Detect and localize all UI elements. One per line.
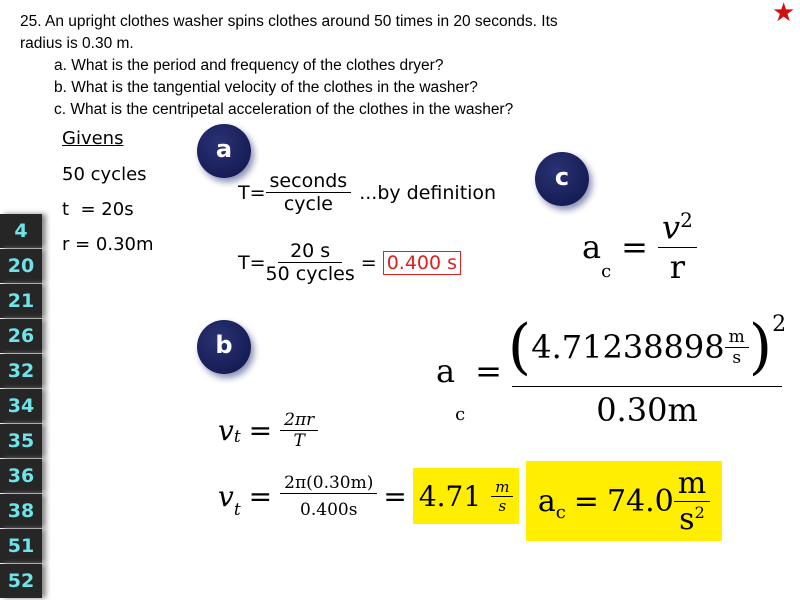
given-radius: r = 0.30m: [62, 234, 154, 255]
question-part-b: b. What is the tangential velocity of th…: [54, 79, 478, 96]
equals: =: [248, 414, 273, 447]
unit-denominator: s2: [679, 502, 705, 537]
equals: =: [573, 483, 599, 519]
numerator: 2π(0.30m): [280, 473, 378, 494]
nav-button-35[interactable]: 35: [0, 424, 42, 458]
equals: =: [383, 479, 407, 513]
sidebar-nav: 4 20 21 26 32 34 35 36 38 51 52: [0, 214, 42, 599]
paren-close: ): [748, 312, 773, 382]
nav-button-26[interactable]: 26: [0, 319, 42, 353]
nav-button-32[interactable]: 32: [0, 354, 42, 388]
badge-a: a: [197, 124, 251, 178]
fraction: 20 s 50 cycles: [266, 240, 355, 285]
fraction: 2π(0.30m) 0.400s: [280, 473, 378, 520]
denominator: T: [293, 431, 305, 451]
given-time: t = 20s: [62, 199, 134, 220]
denominator: 50 cycles: [265, 263, 355, 285]
answer-value: 74.0: [606, 483, 674, 519]
denominator: r: [669, 247, 686, 286]
unit-numerator: m: [724, 327, 749, 348]
unit-numerator: m: [673, 466, 711, 502]
nav-button-51[interactable]: 51: [0, 529, 42, 563]
question-part-a: a. What is the period and frequency of t…: [54, 57, 444, 74]
nav-button-38[interactable]: 38: [0, 494, 42, 528]
unit-denominator: s: [732, 347, 742, 368]
period-calculation: T= 20 s 50 cycles = 0.400 s: [238, 240, 462, 285]
equals: =: [621, 227, 648, 266]
note: ...by definition: [359, 181, 497, 204]
subscript: c: [601, 260, 612, 282]
question-line: 25. An upright clothes washer spins clot…: [20, 13, 558, 30]
equals: =: [248, 479, 273, 513]
denominator: cycle: [283, 193, 333, 215]
subscript: c: [555, 502, 566, 523]
fraction: 2πr T: [280, 410, 319, 451]
unit-denominator: s: [498, 496, 507, 515]
fraction: seconds cycle: [265, 170, 352, 215]
numerator: seconds: [265, 170, 352, 193]
star-icon[interactable]: ★: [772, 0, 796, 28]
subscript: c: [455, 404, 466, 425]
lhs: T=: [238, 181, 266, 204]
lhs: T=: [238, 251, 266, 274]
period-definition: T= seconds cycle ...by definition: [238, 170, 496, 215]
lhs: a: [582, 227, 602, 266]
nav-button-21[interactable]: 21: [0, 284, 42, 318]
denominator: 0.30m: [596, 391, 698, 429]
question-part-c: c. What is the centripetal acceleration …: [54, 101, 514, 118]
question-text: 25. An upright clothes washer spins clot…: [20, 11, 558, 121]
unit: m s2: [673, 466, 711, 537]
s: s: [679, 501, 695, 537]
given-cycles: 50 cycles: [62, 164, 147, 185]
question-line: radius is 0.30 m.: [20, 35, 134, 52]
nav-button-20[interactable]: 20: [0, 249, 42, 283]
equals: =: [475, 351, 502, 390]
answer-value: 4.71: [418, 479, 482, 513]
lhs: a: [436, 351, 456, 390]
fraction: v2 r: [657, 208, 697, 286]
badge-b: b: [197, 320, 251, 374]
nav-button-36[interactable]: 36: [0, 459, 42, 493]
numerator: 2πr: [280, 410, 319, 431]
nav-button-52[interactable]: 52: [0, 564, 42, 598]
subscript: t: [233, 500, 241, 520]
velocity-value: 4.71238898: [531, 328, 725, 366]
numerator: 20 s: [278, 240, 343, 263]
badge-c: c: [535, 152, 589, 206]
paren-open: (: [507, 312, 532, 382]
nav-button-4[interactable]: 4: [0, 214, 42, 248]
exponent: 2: [772, 312, 787, 337]
lhs: a: [537, 483, 556, 519]
period-answer: 0.400 s: [382, 250, 462, 275]
givens-title: Givens: [62, 128, 124, 149]
nav-button-34[interactable]: 34: [0, 389, 42, 423]
lhs: v: [218, 414, 234, 447]
exponent: 2: [694, 502, 705, 522]
v: v: [661, 208, 681, 247]
unit-numerator: m: [491, 478, 514, 497]
numerator: v2: [657, 208, 697, 248]
exponent: 2: [680, 208, 693, 232]
denominator: 0.400s: [300, 499, 358, 520]
subscript: t: [233, 427, 241, 447]
lhs: v: [218, 479, 234, 513]
equals: =: [360, 251, 377, 274]
